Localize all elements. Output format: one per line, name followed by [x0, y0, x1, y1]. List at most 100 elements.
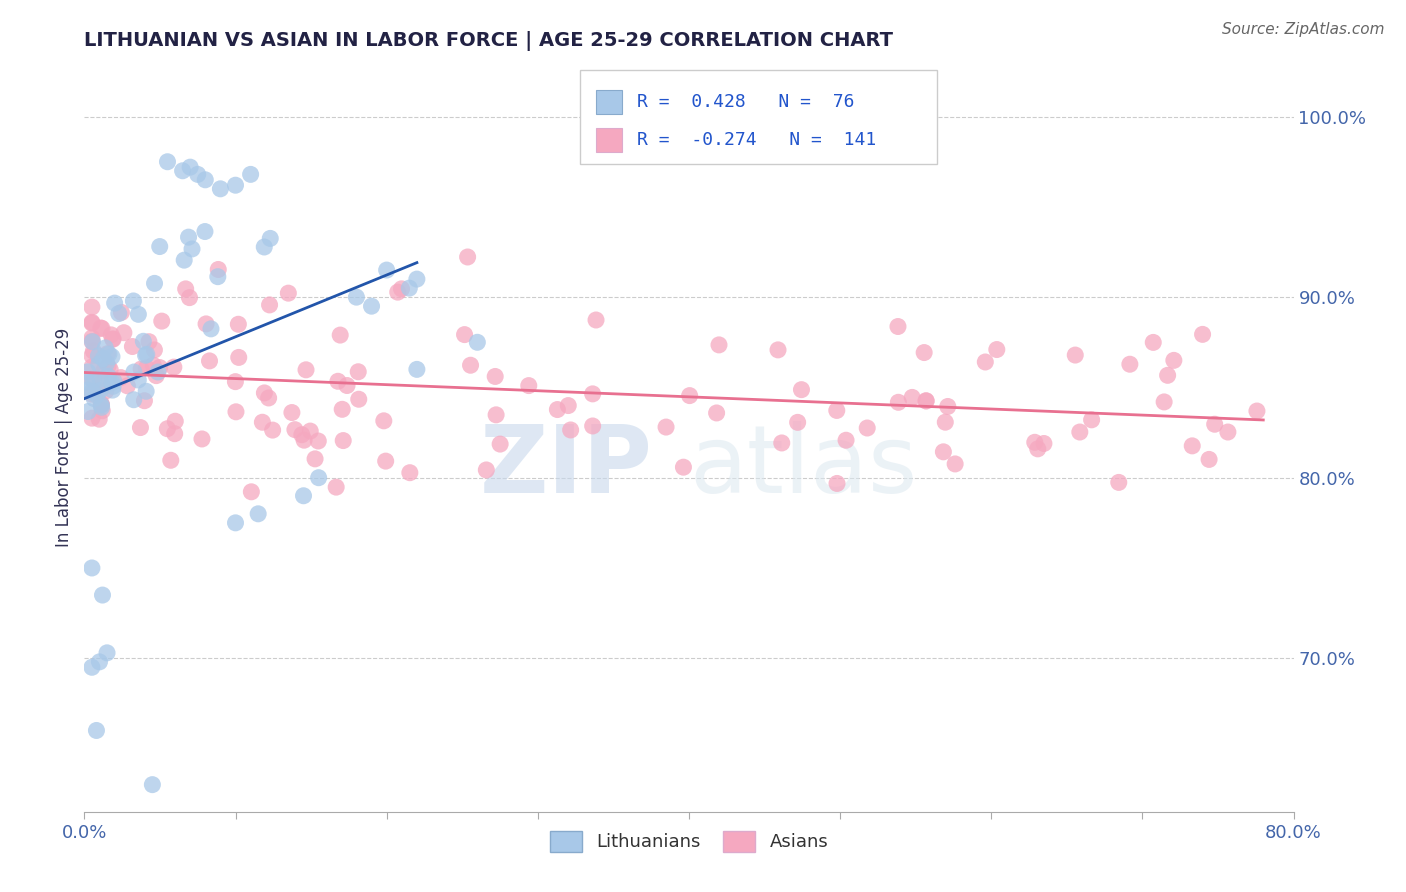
Point — [127, 307, 149, 321]
Point — [135, 348, 157, 362]
Point — [86, 388, 108, 402]
Point — [347, 392, 370, 407]
Point — [159, 453, 181, 467]
Point — [138, 334, 160, 349]
Point — [489, 437, 512, 451]
Point — [374, 454, 396, 468]
Point — [90, 398, 112, 412]
Point — [101, 376, 124, 390]
Point — [326, 374, 349, 388]
Point — [207, 269, 229, 284]
Point — [936, 400, 959, 414]
Point — [239, 167, 262, 181]
Point — [172, 163, 194, 178]
Point — [80, 300, 103, 314]
Point — [141, 778, 163, 792]
Point — [163, 426, 186, 441]
Point — [80, 331, 103, 345]
Point — [143, 343, 166, 357]
Point — [90, 321, 112, 335]
Point — [228, 351, 250, 365]
Point — [173, 253, 195, 268]
Point — [1191, 327, 1213, 342]
Point — [122, 293, 145, 308]
Point — [375, 263, 398, 277]
Point — [398, 281, 420, 295]
Point — [974, 355, 997, 369]
Point — [156, 154, 179, 169]
Point — [252, 415, 274, 429]
Point — [915, 394, 938, 409]
Point — [225, 405, 247, 419]
Point — [103, 332, 125, 346]
Point — [83, 392, 105, 406]
Point — [467, 335, 489, 350]
Point — [209, 182, 232, 196]
Point — [387, 285, 409, 300]
Y-axis label: In Labor Force | Age 25-29: In Labor Force | Age 25-29 — [55, 327, 73, 547]
Point — [1163, 353, 1185, 368]
Point — [1026, 442, 1049, 456]
Point — [325, 480, 347, 494]
Point — [132, 334, 155, 349]
Text: R =  0.428   N =  76: R = 0.428 N = 76 — [637, 93, 855, 111]
Point — [112, 326, 135, 340]
Point — [292, 433, 315, 447]
Point — [672, 460, 695, 475]
Point — [460, 358, 482, 372]
Point — [347, 365, 370, 379]
Point — [77, 383, 100, 397]
Point — [707, 338, 730, 352]
Point — [198, 354, 221, 368]
Point — [346, 290, 368, 304]
Point — [986, 343, 1008, 357]
Point — [1119, 357, 1142, 371]
Point — [330, 402, 353, 417]
Point — [1246, 404, 1268, 418]
Point — [91, 351, 114, 366]
Point — [89, 384, 111, 398]
Point — [1204, 417, 1226, 432]
Point — [678, 389, 700, 403]
Point — [80, 561, 103, 575]
Point — [1153, 395, 1175, 409]
Point — [94, 384, 117, 398]
Point — [770, 436, 793, 450]
Point — [453, 327, 475, 342]
Point — [257, 391, 280, 405]
Point — [200, 322, 222, 336]
Point — [187, 167, 209, 181]
Point — [174, 282, 197, 296]
Point — [89, 372, 111, 386]
Point — [560, 423, 582, 437]
Point — [856, 421, 879, 435]
Point — [1198, 452, 1220, 467]
Point — [98, 362, 121, 376]
Point — [307, 434, 329, 448]
Text: Source: ZipAtlas.com: Source: ZipAtlas.com — [1222, 22, 1385, 37]
Point — [80, 359, 103, 374]
Point — [259, 298, 281, 312]
Point — [165, 414, 187, 428]
Point — [887, 319, 910, 334]
Point — [89, 412, 111, 426]
Point — [129, 362, 152, 376]
Point — [655, 420, 678, 434]
Point — [97, 346, 120, 360]
Point — [181, 242, 204, 256]
Point — [83, 374, 105, 388]
Point — [90, 376, 112, 391]
Point — [191, 432, 214, 446]
Point — [546, 402, 568, 417]
Point — [135, 360, 157, 375]
Point — [127, 373, 149, 387]
Point — [194, 173, 217, 187]
Point — [277, 286, 299, 301]
Point — [90, 397, 112, 411]
Point — [146, 365, 169, 379]
Point — [557, 399, 579, 413]
FancyBboxPatch shape — [596, 89, 623, 113]
Point — [104, 296, 127, 310]
Point — [103, 374, 125, 388]
Point — [517, 378, 540, 392]
